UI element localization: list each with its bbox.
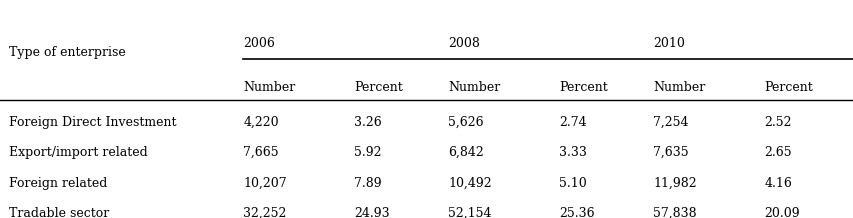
Text: Tradable sector: Tradable sector <box>9 207 108 218</box>
Text: 32,252: 32,252 <box>243 207 287 218</box>
Text: 5.92: 5.92 <box>354 146 381 159</box>
Text: 4,220: 4,220 <box>243 116 279 129</box>
Text: 20.09: 20.09 <box>763 207 799 218</box>
Text: 2006: 2006 <box>243 37 275 50</box>
Text: Export/import related: Export/import related <box>9 146 147 159</box>
Text: Type of enterprise: Type of enterprise <box>9 46 125 59</box>
Text: 57,838: 57,838 <box>653 207 696 218</box>
Text: 5,626: 5,626 <box>448 116 484 129</box>
Text: Foreign Direct Investment: Foreign Direct Investment <box>9 116 176 129</box>
Text: 7,254: 7,254 <box>653 116 688 129</box>
Text: 3.26: 3.26 <box>354 116 381 129</box>
Text: 2010: 2010 <box>653 37 684 50</box>
Text: 6,842: 6,842 <box>448 146 484 159</box>
Text: Percent: Percent <box>559 81 607 94</box>
Text: Number: Number <box>243 81 295 94</box>
Text: 24.93: 24.93 <box>354 207 390 218</box>
Text: 4.16: 4.16 <box>763 177 792 190</box>
Text: 3.33: 3.33 <box>559 146 587 159</box>
Text: Foreign related: Foreign related <box>9 177 107 190</box>
Text: 11,982: 11,982 <box>653 177 696 190</box>
Text: 10,207: 10,207 <box>243 177 287 190</box>
Text: 10,492: 10,492 <box>448 177 491 190</box>
Text: Percent: Percent <box>354 81 403 94</box>
Text: 52,154: 52,154 <box>448 207 491 218</box>
Text: 7,665: 7,665 <box>243 146 279 159</box>
Text: 25.36: 25.36 <box>559 207 595 218</box>
Text: Number: Number <box>653 81 705 94</box>
Text: 2.74: 2.74 <box>559 116 586 129</box>
Text: 2.52: 2.52 <box>763 116 791 129</box>
Text: 5.10: 5.10 <box>559 177 586 190</box>
Text: 2.65: 2.65 <box>763 146 791 159</box>
Text: 7.89: 7.89 <box>354 177 381 190</box>
Text: 7,635: 7,635 <box>653 146 688 159</box>
Text: Number: Number <box>448 81 500 94</box>
Text: Percent: Percent <box>763 81 812 94</box>
Text: 2008: 2008 <box>448 37 479 50</box>
